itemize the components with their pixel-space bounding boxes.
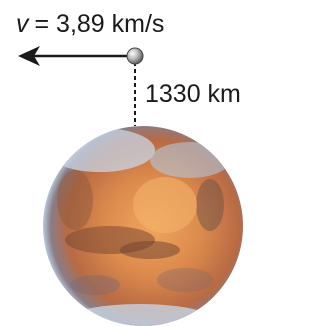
satellite (127, 48, 143, 64)
velocity-arrow (18, 46, 128, 66)
diagram: v= 3,89 km/s 1330 km (0, 0, 273, 326)
velocity-value: = 3,89 km/s (35, 10, 165, 38)
altitude-label: 1330 km (145, 80, 241, 108)
velocity-label: v= 3,89 km/s (16, 10, 164, 38)
page: {"labels": {"velocity_symbol": "v", "vel… (0, 0, 273, 326)
velocity-symbol: v (16, 10, 30, 38)
planet (43, 126, 243, 326)
